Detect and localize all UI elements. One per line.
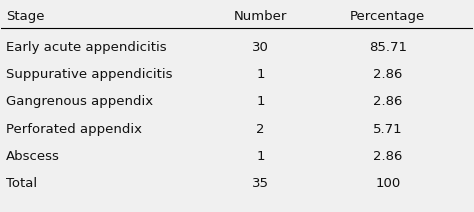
Text: 2.86: 2.86 bbox=[373, 150, 402, 163]
Text: Number: Number bbox=[234, 10, 287, 22]
Text: 1: 1 bbox=[256, 150, 265, 163]
Text: Perforated appendix: Perforated appendix bbox=[6, 123, 142, 135]
Text: Total: Total bbox=[6, 177, 37, 190]
Text: 30: 30 bbox=[252, 41, 269, 54]
Text: 1: 1 bbox=[256, 68, 265, 81]
Text: Gangrenous appendix: Gangrenous appendix bbox=[6, 95, 153, 108]
Text: Stage: Stage bbox=[6, 10, 45, 22]
Text: Suppurative appendicitis: Suppurative appendicitis bbox=[6, 68, 173, 81]
Text: 5.71: 5.71 bbox=[373, 123, 402, 135]
Text: 100: 100 bbox=[375, 177, 401, 190]
Text: 2: 2 bbox=[256, 123, 265, 135]
Text: Abscess: Abscess bbox=[6, 150, 60, 163]
Text: Percentage: Percentage bbox=[350, 10, 426, 22]
Text: 35: 35 bbox=[252, 177, 269, 190]
Text: 2.86: 2.86 bbox=[373, 68, 402, 81]
Text: 2.86: 2.86 bbox=[373, 95, 402, 108]
Text: 1: 1 bbox=[256, 95, 265, 108]
Text: 85.71: 85.71 bbox=[369, 41, 407, 54]
Text: Early acute appendicitis: Early acute appendicitis bbox=[6, 41, 167, 54]
